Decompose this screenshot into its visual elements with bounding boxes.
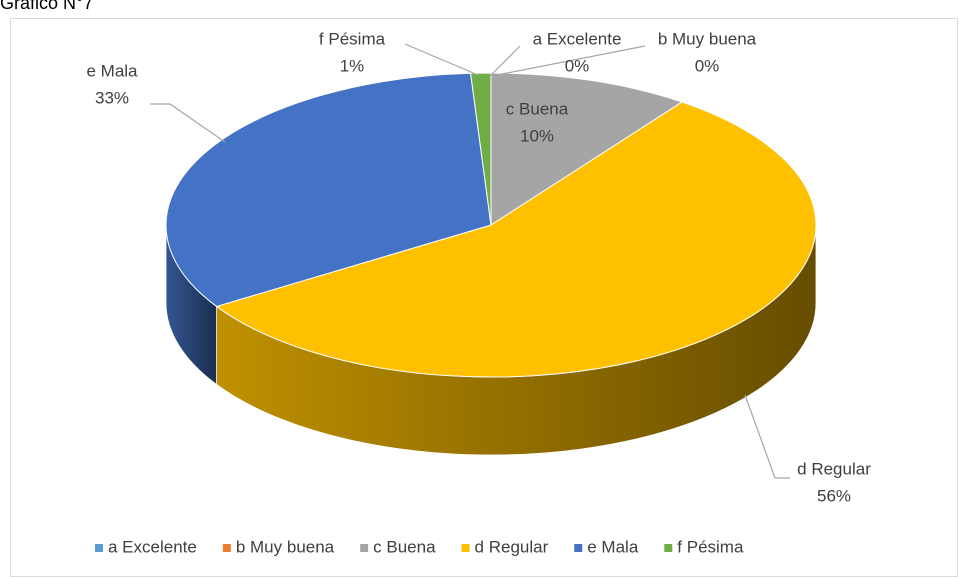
slice-tops (165, 72, 817, 378)
slice (470, 72, 492, 226)
data-label-value: 56% (817, 486, 851, 505)
data-label-value: 33% (95, 88, 129, 107)
data-label-value: 1% (340, 56, 365, 75)
leader-line (404, 43, 479, 76)
legend-label: a Excelente (108, 537, 197, 556)
leader-line (489, 45, 521, 77)
data-label-name: c Buena (506, 99, 569, 118)
legend-label: d Regular (475, 537, 549, 556)
leader-line (744, 394, 790, 479)
legend-swatch (360, 544, 369, 552)
data-labels: a Excelente 0% b Muy buena 0% c Buena 10% d Re… (86, 29, 871, 505)
data-label-name: a Excelente (533, 29, 622, 48)
legend: a Excelente b Muy buena c Buena d Regular e … (95, 537, 744, 556)
leader-line (491, 45, 646, 77)
data-label-name: f Pésima (319, 29, 386, 48)
chart-title: Gráfico N°7 (0, 0, 93, 13)
data-label-name: d Regular (797, 459, 871, 478)
legend-label: f Pésima (677, 537, 744, 556)
legend-swatch (222, 544, 231, 552)
legend-swatch (664, 544, 673, 552)
legend-swatch (574, 544, 583, 552)
data-label-value: 0% (565, 56, 590, 75)
legend-label: e Mala (587, 537, 639, 556)
leader-lines (150, 43, 790, 479)
legend-label: b Muy buena (236, 537, 335, 556)
legend-swatch (95, 544, 103, 552)
data-label-value: 10% (520, 126, 554, 145)
slice (215, 101, 817, 378)
data-label-name: e Mala (86, 61, 138, 80)
leader-line (150, 103, 226, 143)
slice (165, 72, 492, 307)
data-label-name: b Muy buena (658, 29, 757, 48)
legend-swatch (461, 544, 470, 552)
legend-label: c Buena (373, 537, 436, 556)
data-label-value: 0% (695, 56, 720, 75)
